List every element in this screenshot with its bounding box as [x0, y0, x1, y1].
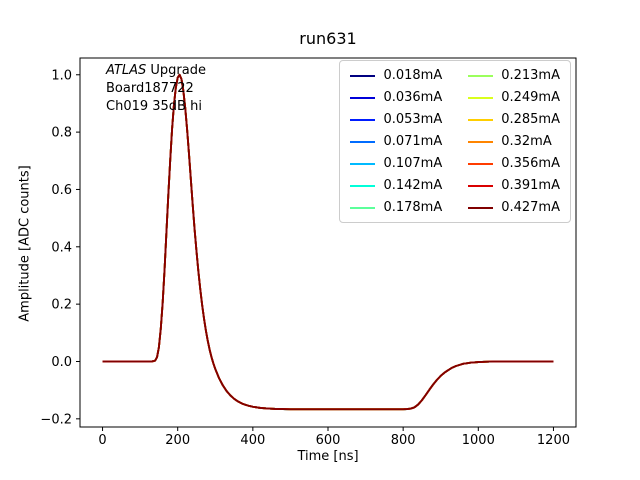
- legend-label: 0.107mA: [383, 156, 443, 171]
- x-tick-label: 400: [240, 433, 265, 448]
- annotation-line-3: Ch019 35dB hi: [106, 99, 202, 114]
- x-axis-label: Time [ns]: [297, 449, 359, 464]
- legend-label: 0.427mA: [501, 200, 560, 215]
- y-tick-label: 1.0: [51, 68, 72, 83]
- y-tick-label: 0.8: [51, 126, 72, 141]
- legend-line-sample: [350, 74, 376, 77]
- legend-label: 0.142mA: [383, 178, 443, 193]
- y-tick-label: 0.2: [51, 298, 72, 313]
- annotation-upgrade: Upgrade: [146, 63, 206, 78]
- legend-label: 0.018mA: [383, 68, 443, 83]
- legend-entry: 0.356mA: [468, 156, 560, 171]
- legend-line-sample: [468, 118, 494, 121]
- legend-line-sample: [350, 206, 376, 209]
- legend-entry: 0.018mA: [350, 68, 442, 83]
- legend-entry: 0.107mA: [350, 156, 442, 171]
- legend-line-sample: [468, 74, 494, 77]
- legend-entry: 0.249mA: [468, 90, 560, 105]
- x-tick-label: 1000: [462, 433, 495, 448]
- legend-label: 0.285mA: [501, 112, 560, 127]
- legend-label: 0.178mA: [383, 200, 443, 215]
- chart-title: run631: [299, 29, 357, 48]
- x-tick-label: 1200: [537, 433, 570, 448]
- legend-entry: 0.036mA: [350, 90, 442, 105]
- legend-label: 0.053mA: [383, 112, 443, 127]
- annotation-atlas: ATLAS: [106, 63, 147, 78]
- legend-line-sample: [468, 206, 494, 209]
- legend-label: 0.249mA: [501, 90, 560, 105]
- legend-line-sample: [350, 184, 376, 187]
- annotation-line-1: ATLAS Upgrade: [106, 62, 206, 80]
- y-tick-label: 0.6: [51, 183, 72, 198]
- series-line-0.427mA: [102, 73, 554, 411]
- annotation-line-2: Board187722: [106, 81, 194, 96]
- legend-label: 0.071mA: [383, 134, 443, 149]
- legend-line-sample: [350, 140, 376, 143]
- legend-entry: 0.071mA: [350, 134, 442, 149]
- x-tick-label: 0: [98, 433, 106, 448]
- x-tick-label: 600: [316, 433, 341, 448]
- legend-label: 0.391mA: [501, 178, 560, 193]
- legend-line-sample: [468, 184, 494, 187]
- x-tick-label: 200: [165, 433, 190, 448]
- legend-label: 0.32mA: [501, 134, 552, 149]
- legend-line-sample: [350, 118, 376, 121]
- legend-line-sample: [468, 140, 494, 143]
- legend-label: 0.356mA: [501, 156, 560, 171]
- legend-entry: 0.285mA: [468, 112, 560, 127]
- legend: 0.018mA 0.036mA 0.053mA 0.071mA 0.107mA 0.142…: [339, 60, 571, 223]
- legend-line-sample: [468, 96, 494, 99]
- y-tick-label: 0.0: [51, 355, 72, 370]
- y-tick-label: −0.2: [40, 412, 72, 427]
- legend-entry: 0.391mA: [468, 178, 560, 193]
- legend-entry: 0.32mA: [468, 134, 560, 149]
- y-axis-label: Amplitude [ADC counts]: [17, 165, 33, 322]
- legend-line-sample: [468, 162, 494, 165]
- legend-entry: 0.053mA: [350, 112, 442, 127]
- annotation-text: ATLAS Upgrade Board187722 Ch019 35dB hi: [106, 62, 206, 116]
- legend-line-sample: [350, 162, 376, 165]
- y-tick-label: 0.4: [51, 240, 72, 255]
- legend-label: 0.213mA: [501, 68, 560, 83]
- legend-label: 0.036mA: [383, 90, 443, 105]
- legend-entry: 0.178mA: [350, 200, 442, 215]
- legend-entry: 0.142mA: [350, 178, 442, 193]
- x-tick-label: 800: [391, 433, 416, 448]
- legend-entry: 0.213mA: [468, 68, 560, 83]
- legend-line-sample: [350, 96, 376, 99]
- legend-entry: 0.427mA: [468, 200, 560, 215]
